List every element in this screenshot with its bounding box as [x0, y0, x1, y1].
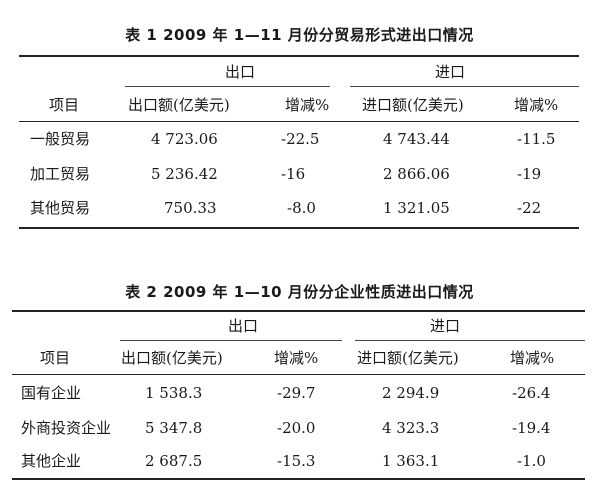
- table-1-header-import-change: 增减%: [514, 96, 559, 114]
- table-1-top-rule: [19, 55, 579, 57]
- table-2-header-export-change: 增减%: [274, 349, 319, 367]
- table-2-top-rule: [12, 310, 585, 312]
- table-2-import-group: 进口: [430, 317, 461, 335]
- table-2-import-group-rule: [355, 340, 585, 341]
- table-2-caption: 表 2 2009 年 1—10 月份分企业性质进出口情况: [125, 283, 474, 301]
- table-1-header-rule: [19, 121, 579, 122]
- table-2-bottom-rule: [12, 478, 585, 480]
- table-1-header-import-amount: 进口额(亿美元): [362, 96, 464, 114]
- table-2-header-rule: [12, 374, 585, 375]
- table-1-import-group-rule: [350, 86, 579, 87]
- table-1-header-export-change: 增减%: [285, 96, 330, 114]
- table-2-header-item: 项目: [40, 349, 71, 367]
- table-1-header-item: 项目: [49, 96, 80, 114]
- table-1-export-group-rule: [125, 86, 330, 87]
- table-2-export-group: 出口: [228, 317, 259, 335]
- table-2-header-import-change: 增减%: [510, 349, 555, 367]
- table-2-header-export-amount: 出口额(亿美元): [121, 349, 223, 367]
- table-1-header-export-amount: 出口额(亿美元): [128, 96, 230, 114]
- table-1-caption: 表 1 2009 年 1—11 月份分贸易形式进出口情况: [125, 26, 474, 44]
- table-2-header-import-amount: 进口额(亿美元): [357, 349, 459, 367]
- table-2-export-group-rule: [120, 340, 342, 341]
- table-1-export-group: 出口: [225, 63, 256, 81]
- table-1-import-group: 进口: [435, 63, 466, 81]
- table-1-bottom-rule: [19, 227, 579, 229]
